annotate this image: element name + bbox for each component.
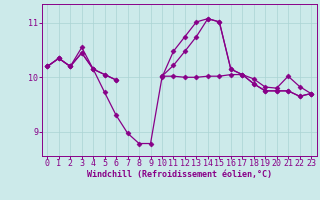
X-axis label: Windchill (Refroidissement éolien,°C): Windchill (Refroidissement éolien,°C) xyxy=(87,170,272,179)
